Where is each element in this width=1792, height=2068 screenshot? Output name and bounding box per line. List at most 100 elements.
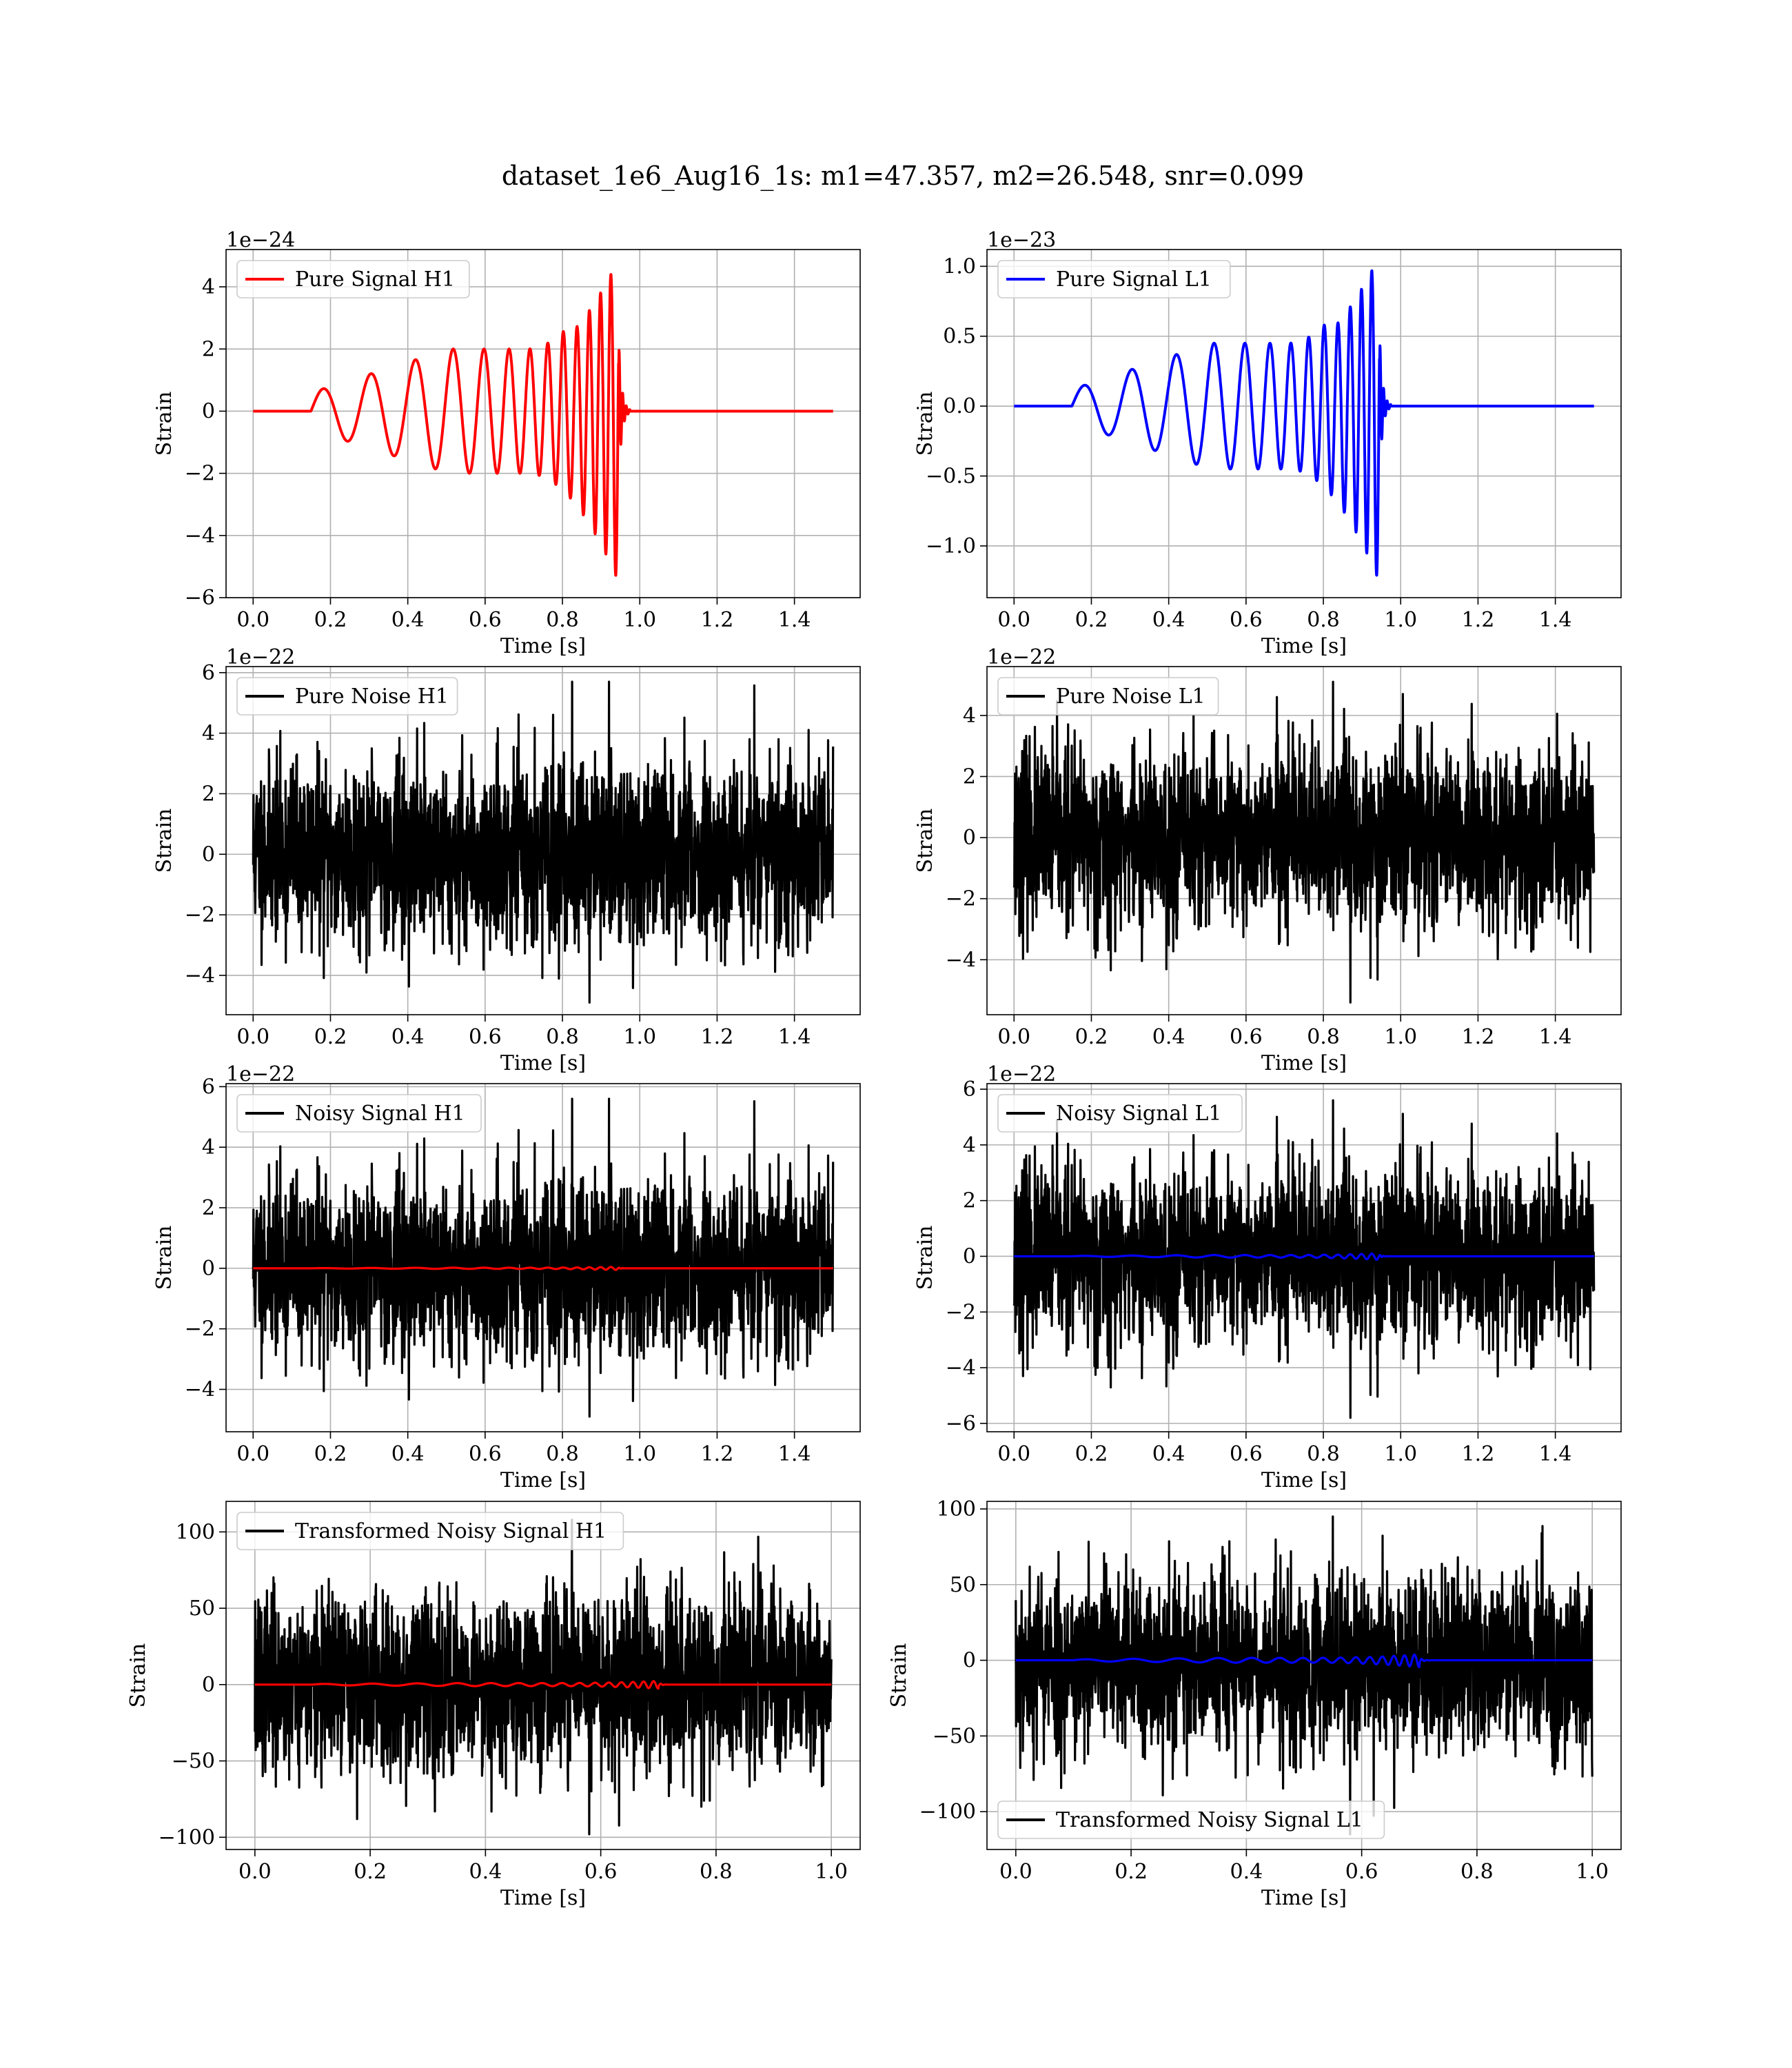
y-tick-label: −50 <box>933 1724 976 1748</box>
x-tick-label: 0.0 <box>997 1025 1030 1049</box>
legend: Pure Signal H1 <box>236 260 470 298</box>
x-tick-label: 0.2 <box>314 1442 347 1466</box>
y-tick-label: 4 <box>963 704 976 728</box>
y-axis-label: Strain <box>126 1643 150 1708</box>
y-tick-label: 0 <box>963 1244 976 1268</box>
y-tick-label: 100 <box>937 1497 976 1521</box>
y-tick-label: −4 <box>185 524 215 548</box>
y-tick-label: 2 <box>202 1196 215 1220</box>
legend: Noisy Signal L1 <box>997 1094 1243 1133</box>
series-line-noise <box>1012 1099 1596 1419</box>
axes-frame <box>225 1501 861 1850</box>
y-offset-label: 1e−22 <box>226 1062 295 1086</box>
legend-box <box>236 1094 482 1133</box>
legend-entry: Pure Noise L1 <box>1056 685 1205 709</box>
subplot-pure-noise-h1: 0.0 0.2 0.4 0.6 0.8 1.0 1.2 1.4 −4 −2 0 2 4 6 Time [s]… <box>152 645 861 1075</box>
subplot-transformed-noisy-signal-h1: 0.0 0.2 0.4 0.6 0.8 1.0 −100 −50 0 50 100 Time [s] S… <box>126 1501 861 1910</box>
y-tick-label: −2 <box>185 1317 215 1341</box>
x-tick-label: 0.4 <box>1152 1442 1185 1466</box>
axes-frame <box>986 666 1622 1015</box>
x-tick-label: 0.6 <box>584 1860 618 1884</box>
y-tick-label: −100 <box>919 1800 976 1824</box>
series-line-signal <box>252 273 835 577</box>
y-offset-label: 1e−23 <box>987 228 1056 252</box>
x-tick-label: 0.8 <box>546 1442 579 1466</box>
y-offset-label: 1e−22 <box>987 1062 1056 1086</box>
y-tick-label: 0 <box>202 842 215 866</box>
subplot-pure-noise-l1: 0.0 0.2 0.4 0.6 0.8 1.0 1.2 1.4 −4 −2 0 2 4 Time [s] S… <box>913 645 1622 1075</box>
y-tick-label: 4 <box>202 275 215 299</box>
x-tick-label: 0.6 <box>1230 1442 1263 1466</box>
x-tick-label: 0.0 <box>999 1860 1032 1884</box>
x-tick-label: 1.0 <box>623 1025 656 1049</box>
subplot-transformed-noisy-signal-l1: 0.0 0.2 0.4 0.6 0.8 1.0 −100 −50 0 50 100 Time [s] S… <box>887 1497 1622 1910</box>
y-tick-label: 6 <box>202 1075 215 1099</box>
y-tick-label: −2 <box>185 462 215 486</box>
x-tick-label: 0.4 <box>1152 608 1185 632</box>
series-line-signal <box>1015 1653 1594 1668</box>
x-tick-label: 0.4 <box>391 1025 425 1049</box>
x-tick-label: 0.2 <box>1075 1025 1108 1049</box>
y-tick-label: 1.0 <box>943 254 976 278</box>
x-tick-label: 0.4 <box>391 1442 425 1466</box>
axes-frame <box>986 1083 1622 1432</box>
series-line-signal <box>252 1266 835 1271</box>
x-tick-label: 1.2 <box>1462 1025 1495 1049</box>
x-tick-label: 0.0 <box>236 1442 269 1466</box>
series-line-noise <box>252 1097 835 1418</box>
x-tick-label: 0.6 <box>469 1442 502 1466</box>
x-tick-label: 1.4 <box>778 608 811 632</box>
y-axis-label: Strain <box>887 1643 911 1708</box>
y-tick-label: −4 <box>185 1378 215 1402</box>
axes-frame <box>225 666 861 1015</box>
x-tick-label: 1.4 <box>778 1025 811 1049</box>
series-line-signal <box>254 1680 833 1690</box>
y-tick-label: 6 <box>963 1077 976 1102</box>
x-tick-label: 0.2 <box>1075 1442 1108 1466</box>
axes-frame <box>225 249 861 598</box>
y-axis-label: Strain <box>152 1226 176 1290</box>
x-tick-label: 1.0 <box>1384 608 1417 632</box>
series-line-noise <box>254 1519 833 1836</box>
y-tick-label: −4 <box>185 964 215 988</box>
figure-title: dataset_1e6_Aug16_1s: m1=47.357, m2=26.5… <box>502 161 1304 192</box>
y-tick-label: 2 <box>963 764 976 789</box>
x-tick-label: 1.4 <box>1539 1025 1572 1049</box>
y-tick-label: 0 <box>202 399 215 423</box>
legend-entry: Pure Signal H1 <box>295 267 455 292</box>
y-tick-label: 100 <box>176 1520 215 1544</box>
x-axis-label: Time [s] <box>500 1051 586 1075</box>
legend-box <box>997 260 1231 298</box>
y-tick-label: 0 <box>963 1649 976 1673</box>
x-tick-label: 1.0 <box>623 608 656 632</box>
y-tick-label: 0.5 <box>943 325 976 349</box>
x-axis-label: Time [s] <box>1261 1051 1347 1075</box>
x-tick-label: 0.8 <box>546 608 579 632</box>
x-tick-label: 0.2 <box>1114 1860 1148 1884</box>
x-tick-label: 0.8 <box>546 1025 579 1049</box>
y-tick-label: 0 <box>202 1673 215 1697</box>
x-tick-label: 0.2 <box>314 1025 347 1049</box>
x-tick-label: 1.4 <box>1539 1442 1572 1466</box>
series-line-noise <box>1015 1515 1594 1836</box>
legend-entry: Transformed Noisy Signal L1 <box>1056 1808 1363 1832</box>
legend: Pure Signal L1 <box>997 260 1231 298</box>
legend-box <box>997 1094 1243 1133</box>
x-tick-label: 0.0 <box>236 608 269 632</box>
x-tick-label: 1.2 <box>701 1442 734 1466</box>
y-tick-label: 2 <box>963 1189 976 1213</box>
axes-frame <box>986 249 1622 598</box>
y-tick-label: 2 <box>202 337 215 361</box>
x-tick-label: 1.2 <box>1462 608 1495 632</box>
subplot-grid: 0.0 0.2 0.4 0.6 0.8 1.0 1.2 1.4 −6 −4 −2 0 2 4 Time [s… <box>126 228 1622 1910</box>
legend-entry: Noisy Signal H1 <box>295 1102 465 1126</box>
y-tick-label: 2 <box>202 782 215 806</box>
legend-box <box>236 260 470 298</box>
y-tick-label: 0 <box>202 1257 215 1281</box>
y-tick-label: −4 <box>946 948 976 972</box>
y-tick-label: −50 <box>172 1750 215 1774</box>
x-tick-label: 1.0 <box>623 1442 656 1466</box>
x-tick-label: 0.4 <box>469 1860 502 1884</box>
subplot-noisy-signal-l1: 0.0 0.2 0.4 0.6 0.8 1.0 1.2 1.4 −6 −4 −2 0 2 4 6 Time [… <box>913 1062 1622 1492</box>
axes-frame <box>225 1083 861 1432</box>
